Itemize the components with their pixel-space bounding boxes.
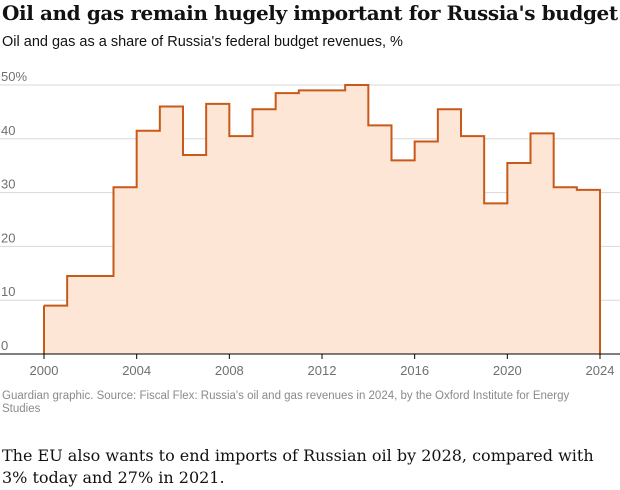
series-line (44, 84, 601, 354)
y-tick-label: 20 (1, 230, 15, 245)
x-tick-label: 2016 (400, 363, 429, 378)
y-tick-label: 0 (1, 338, 8, 353)
y-tick-label: 50% (1, 69, 27, 84)
area-fill (44, 85, 600, 354)
step-area-chart: 0 10 20 30 40 50% 2000 2004 2008 2012 2016 2020 202… (0, 69, 620, 378)
x-tick-label: 2012 (308, 363, 337, 378)
source-note: Guardian graphic. Source: Fiscal Flex: R… (2, 390, 570, 415)
chart-subtitle: Oil and gas as a share of Russia's feder… (2, 34, 403, 50)
x-tick-label: 2020 (493, 363, 522, 378)
x-tick-label: 2008 (215, 363, 244, 378)
chart-title: Oil and gas remain hugely important for … (2, 1, 618, 25)
y-tick-label: 10 (1, 284, 15, 299)
y-tick-label: 30 (1, 177, 15, 192)
x-tick-label: 2000 (30, 363, 59, 378)
x-tick-label: 2024 (586, 363, 615, 378)
x-axis-ticks: 2000 2004 2008 2012 2016 2020 2024 (30, 354, 615, 378)
y-tick-label: 40 (1, 123, 15, 138)
x-tick-label: 2004 (122, 363, 151, 378)
article-caption: The EU also wants to end imports of Russ… (2, 446, 594, 487)
